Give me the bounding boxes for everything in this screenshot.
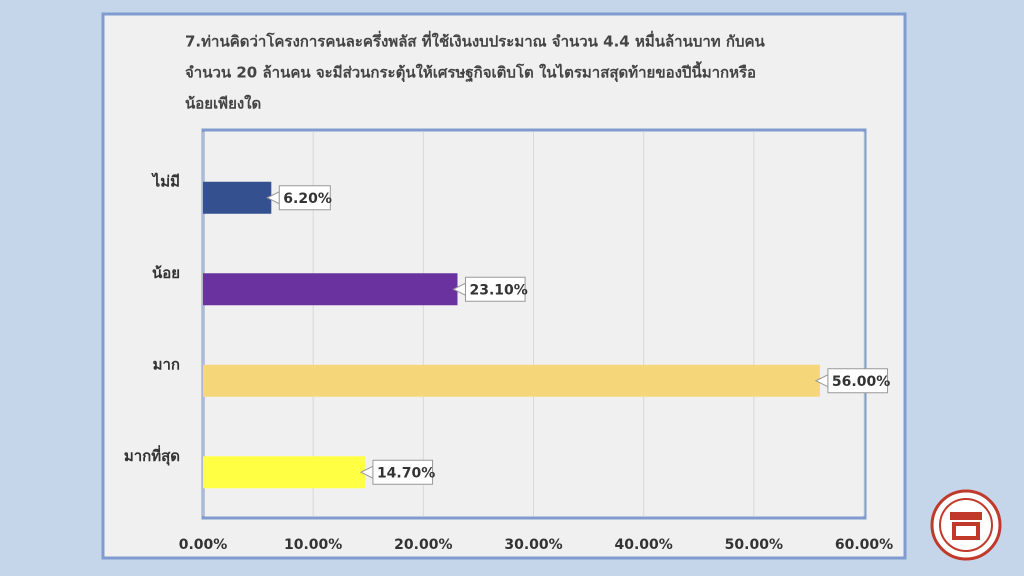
chart-title: 7.ท่านคิดว่าโครงการคนละครึ่งพลัส ที่ใช้เ… xyxy=(185,31,766,51)
value-label: 14.70% xyxy=(377,465,435,481)
chart-title: จำนวน 20 ล้านคน จะมีส่วนกระตุ้นให้เศรษฐก… xyxy=(185,61,756,83)
value-label: 6.20% xyxy=(283,191,332,207)
label-box xyxy=(372,459,434,485)
chart-title: น้อยเพียงใด xyxy=(185,95,261,113)
bar xyxy=(203,273,458,306)
value-label: 23.10% xyxy=(469,282,527,298)
bar xyxy=(203,364,820,397)
logo xyxy=(930,489,1002,561)
y-tick-label: ไม่มี xyxy=(151,171,180,190)
x-tick-label: 40.00% xyxy=(615,537,673,553)
x-tick-label: 30.00% xyxy=(504,537,562,553)
x-tick-label: 50.00% xyxy=(725,537,783,553)
y-tick-label: มากที่สุด xyxy=(124,445,180,466)
label-box xyxy=(464,276,526,302)
x-tick-label: 0.00% xyxy=(179,537,228,553)
x-tick-label: 20.00% xyxy=(394,537,452,553)
value-label: 56.00% xyxy=(832,374,890,390)
x-tick-label: 10.00% xyxy=(284,537,342,553)
label-box xyxy=(827,368,889,394)
label-box xyxy=(278,185,331,211)
y-tick-label: มาก xyxy=(153,355,180,373)
bar xyxy=(203,181,272,214)
x-tick-label: 60.00% xyxy=(835,537,893,553)
bar xyxy=(203,456,365,489)
y-tick-label: น้อย xyxy=(152,264,180,282)
